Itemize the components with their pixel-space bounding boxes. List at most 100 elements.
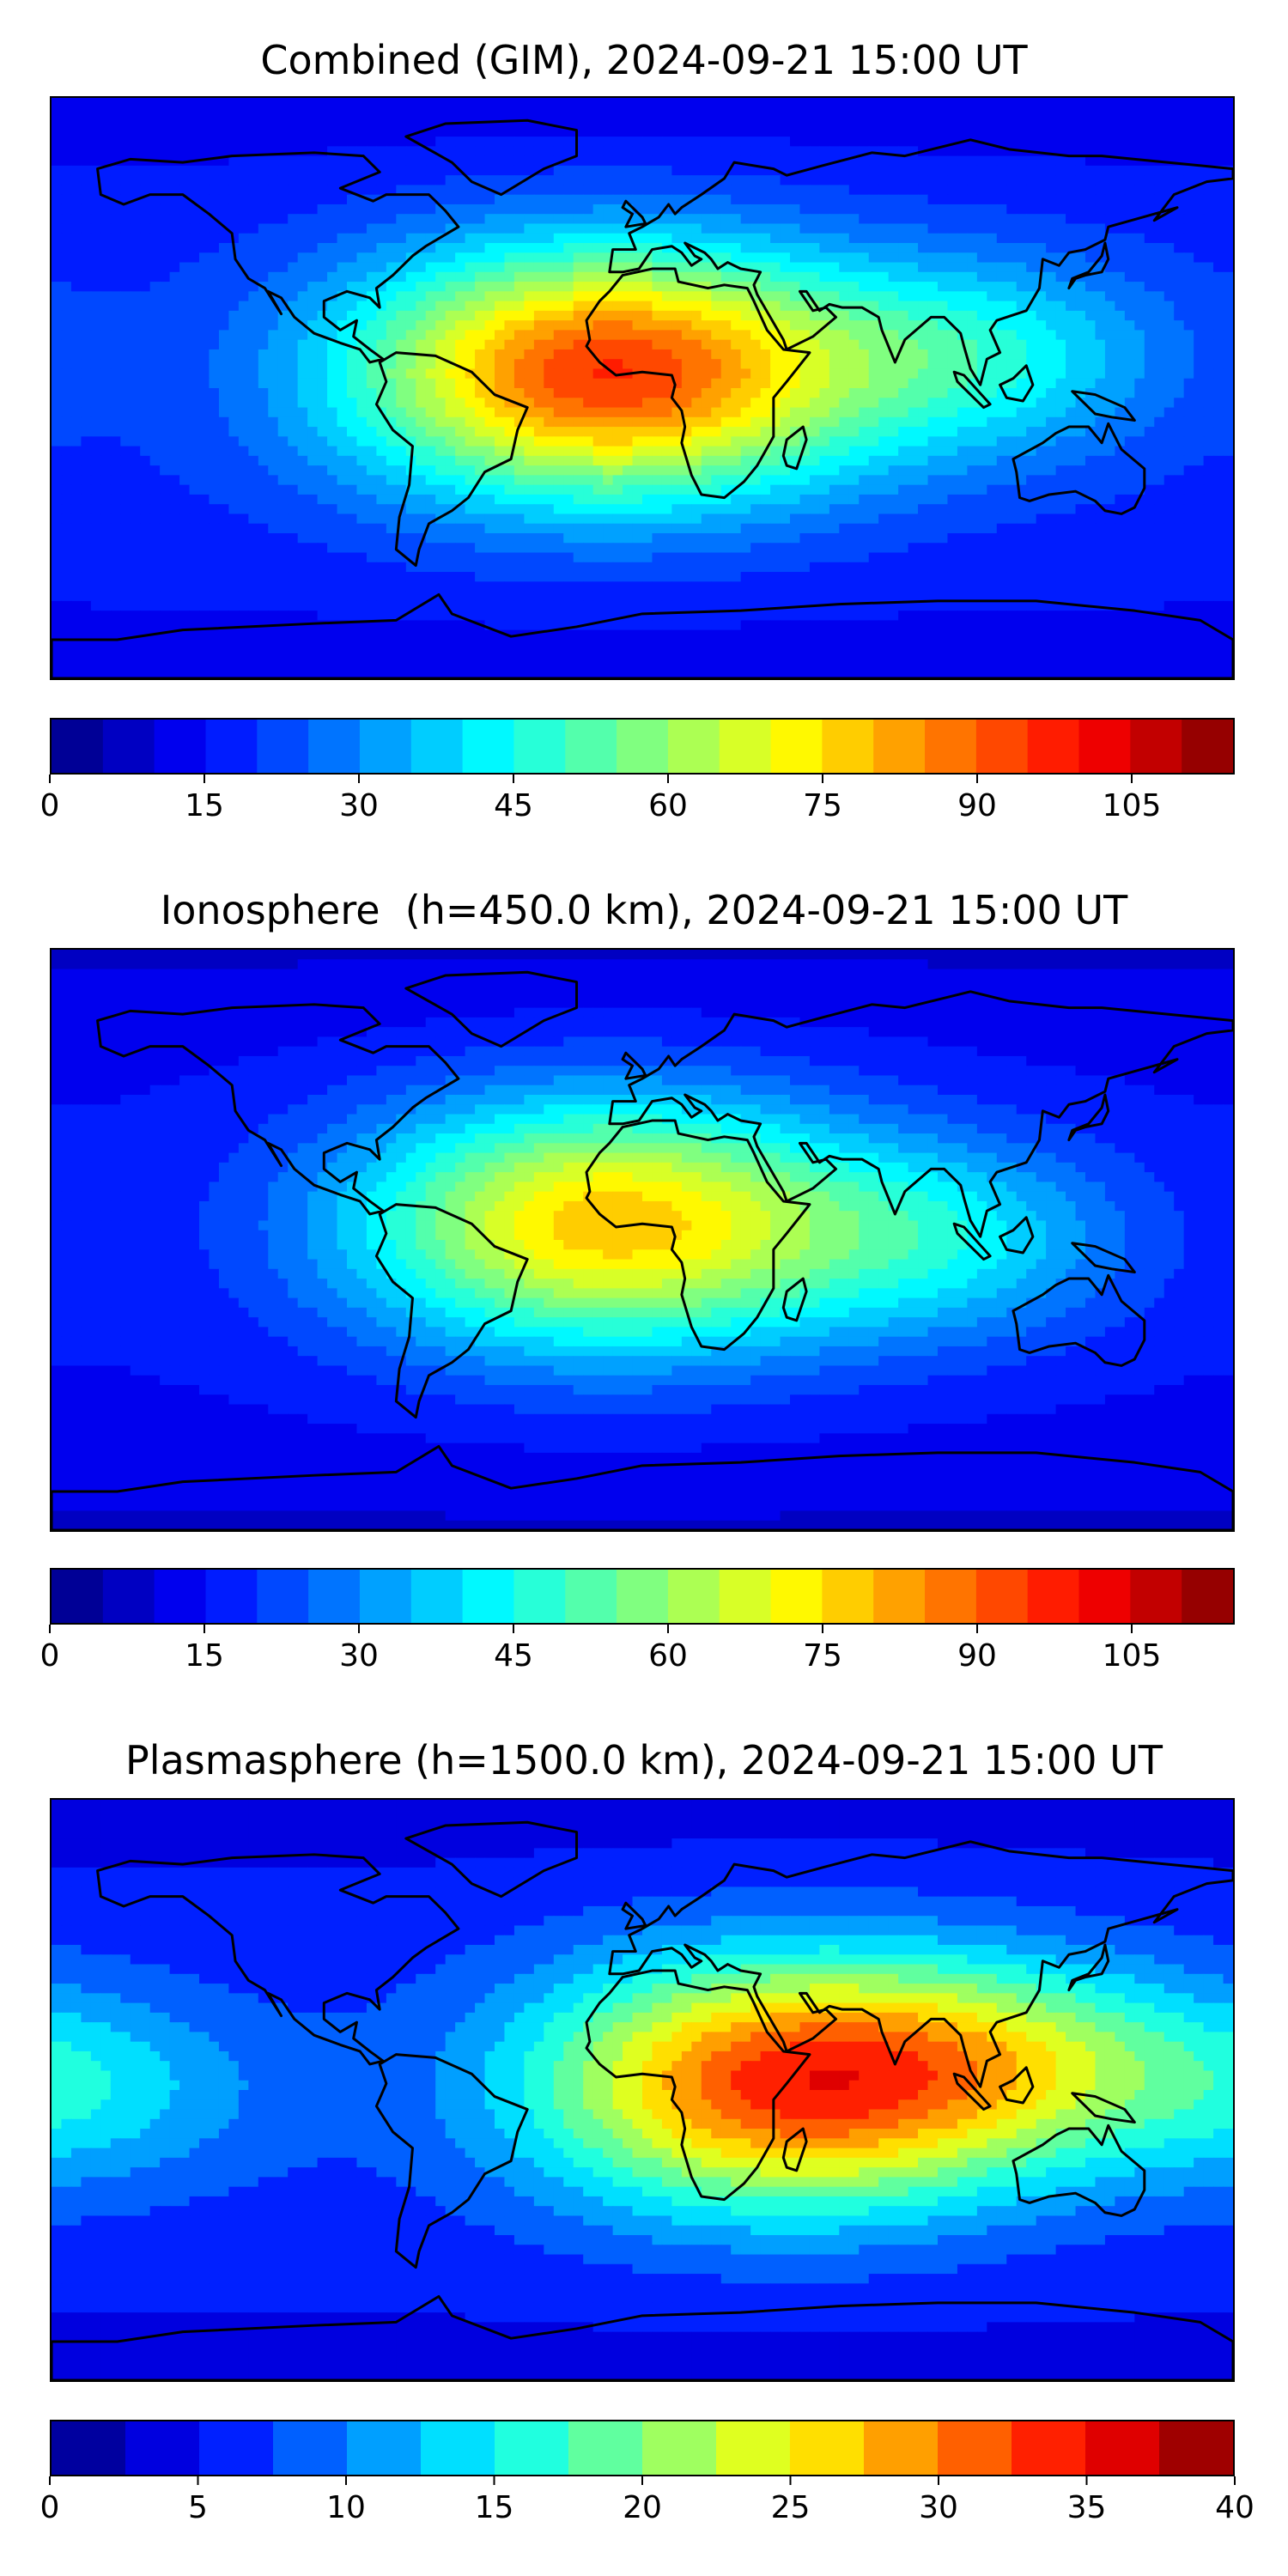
heatmap-cell [465,484,476,495]
heatmap-cell [140,398,151,409]
heatmap-cell [996,252,1007,264]
heatmap-cell [337,359,348,370]
heatmap-cell [957,427,968,437]
heatmap-cell [711,155,722,167]
heatmap-cell [681,291,692,302]
heatmap-cell [209,494,220,505]
heatmap-cell [661,214,672,225]
heatmap-cell [1085,484,1097,495]
heatmap-cell [760,223,771,234]
heatmap-cell [1055,194,1066,205]
heatmap-cell [1104,427,1115,437]
heatmap-cell [90,175,101,185]
heatmap-cell [120,271,131,283]
heatmap-cell [632,407,643,418]
heatmap-cell [1124,339,1135,350]
heatmap-cell [868,194,879,205]
heatmap-cell [179,282,191,292]
heatmap-cell [1016,137,1027,147]
heatmap-cell [829,185,840,196]
heatmap-cell [839,262,850,273]
heatmap-cell [701,262,712,273]
heatmap-cell [238,416,249,428]
heatmap-cell [52,204,63,215]
heatmap-cell [573,388,584,398]
heatmap-cell [1095,378,1106,389]
heatmap-cell [327,98,338,108]
heatmap-cell [513,155,525,167]
heatmap-cell [277,271,289,283]
heatmap-cell [770,252,781,264]
heatmap-cell [987,427,998,437]
heatmap-cell [199,155,210,167]
heatmap-cell [642,368,653,380]
heatmap-cell [100,359,112,370]
heatmap-cell [228,175,240,185]
heatmap-cell [110,368,121,380]
heatmap-cell [317,243,328,253]
heatmap-cell [829,320,840,331]
heatmap-cell [612,155,623,167]
heatmap-cell [160,146,171,157]
heatmap-cell [189,465,200,476]
heatmap-cell [228,146,240,157]
heatmap-cell [248,436,259,447]
heatmap-cell [918,475,929,486]
heatmap-cell [277,446,289,457]
heatmap-cell [592,484,604,495]
heatmap-cell [130,301,141,312]
heatmap-cell [1016,475,1027,486]
heatmap-cell [475,339,486,350]
heatmap-cell [583,416,594,428]
heatmap-cell [110,320,121,331]
heatmap-cell [307,185,319,196]
heatmap-cell [711,416,722,428]
heatmap-cell [189,330,200,341]
heatmap-cell [218,320,229,331]
heatmap-cell [612,223,623,234]
heatmap-cell [809,204,820,215]
heatmap-cell [740,416,751,428]
heatmap-cell [495,252,506,264]
heatmap-cell [199,185,210,196]
heatmap-cell [898,465,909,476]
heatmap-cell [888,98,899,108]
heatmap-cell [1055,310,1066,321]
heatmap-cell [130,398,141,409]
heatmap-cell [100,271,112,283]
heatmap-cell [288,301,299,312]
heatmap-cell [1194,126,1205,137]
heatmap-cell [524,320,535,331]
heatmap-cell [533,330,544,341]
heatmap-cell [70,416,82,428]
heatmap-cell [425,310,436,321]
heatmap-cell [623,446,634,457]
heatmap-cell [455,107,466,118]
heatmap-cell [839,243,850,253]
heatmap-cell [1046,388,1057,398]
heatmap-cell [868,398,879,409]
heatmap-cell [425,398,436,409]
heatmap-cell [1036,378,1047,389]
heatmap-cell [258,310,269,321]
heatmap-cell [258,252,269,264]
heatmap-cell [1104,301,1115,312]
heatmap-cell [416,368,427,380]
heatmap-cell [396,126,407,137]
heatmap-cell [218,194,229,205]
heatmap-cell [790,271,801,283]
heatmap-cell [484,484,495,495]
heatmap-cell [90,475,101,486]
heatmap-cell [760,282,771,292]
heatmap-cell [1006,368,1018,380]
heatmap-cell [938,233,949,244]
heatmap-cell [366,107,377,118]
heatmap-cell [868,223,879,234]
heatmap-cell [701,320,712,331]
heatmap-cell [366,349,377,360]
heatmap-cell [868,388,879,398]
heatmap-cell [347,310,358,321]
heatmap-cell [268,446,279,457]
heatmap-cell [623,214,634,225]
heatmap-cell [681,416,692,428]
